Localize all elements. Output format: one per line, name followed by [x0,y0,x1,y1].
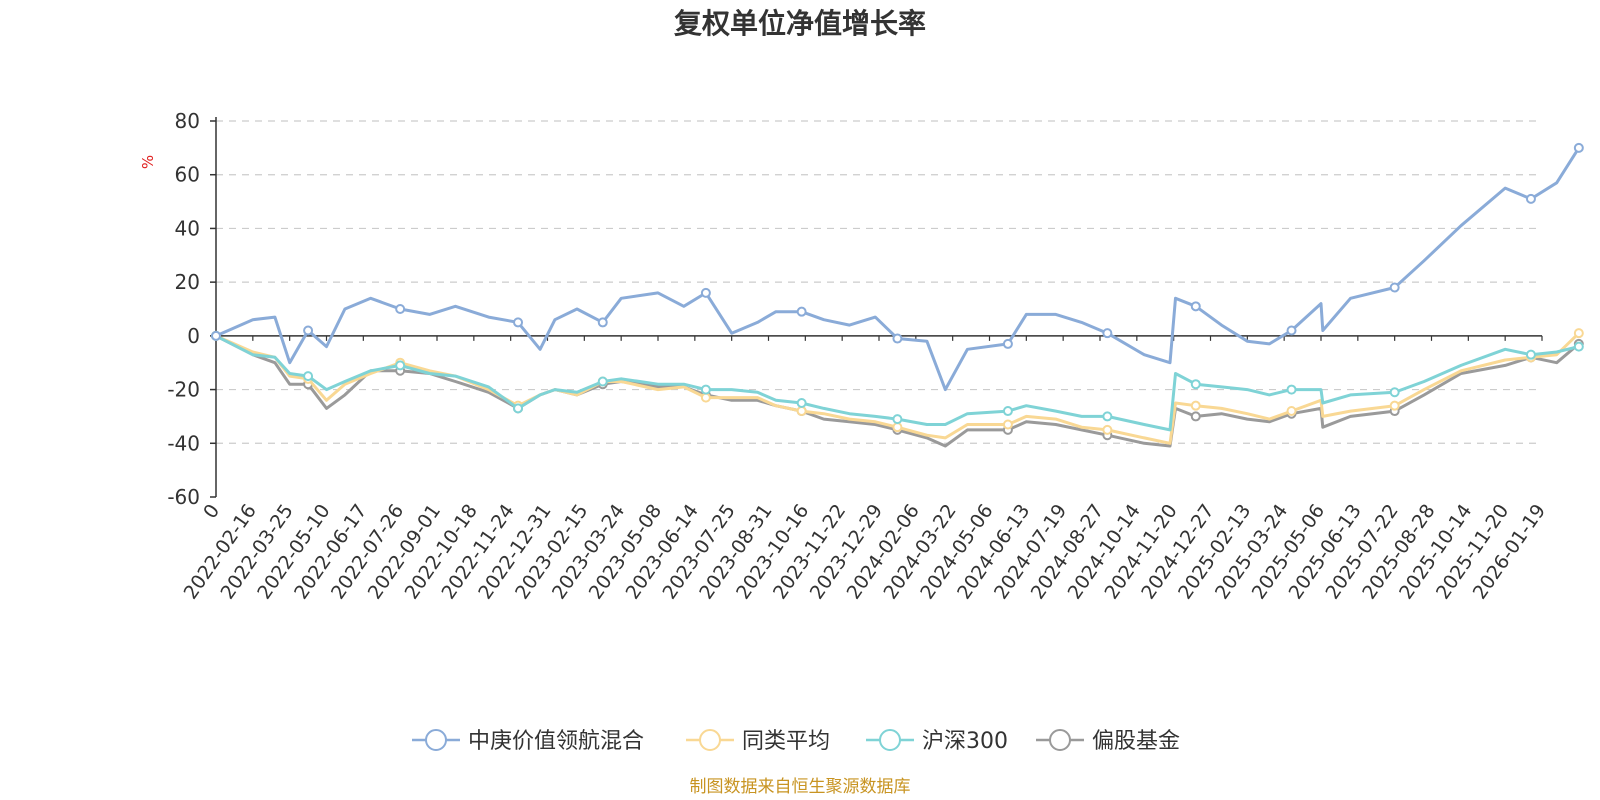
legend-marker-icon [699,729,721,751]
legend[interactable]: 中庚价值领航混合 同类平均 沪深300 偏股基金 [412,729,1180,754]
chart-title: 复权单位净值增长率 [674,7,926,40]
data-point [395,304,406,314]
data-point [1286,325,1297,336]
series-2 [211,330,1584,432]
series-line [215,334,1580,432]
gridlines [216,120,1542,444]
y-tick-label: 40 [175,216,200,240]
data-point [1286,384,1297,395]
legend-marker-icon [425,729,447,751]
data-point [1190,400,1201,411]
data-point [597,317,608,328]
legend-item-0[interactable]: 中庚价值领航混合 [412,729,644,754]
data-point [1573,328,1584,339]
data-source-note: 制图数据来自恒生聚源数据库 [690,777,911,797]
data-point [1190,379,1201,390]
series-line [215,147,1581,392]
data-point [1573,142,1584,153]
data-point [796,306,807,317]
data-point [1525,193,1536,204]
data-point [1190,411,1201,422]
data-point [1002,406,1013,417]
data-point [892,333,903,344]
data-point [1389,387,1400,398]
data-point [700,392,711,403]
y-tick-label: -20 [167,378,200,402]
data-point [1102,411,1113,422]
y-axis-unit: % [139,155,157,169]
y-tick-label: -60 [167,485,200,509]
data-point [513,317,524,328]
data-point [796,406,807,417]
data-point [597,376,608,387]
y-tick-label: -40 [167,431,200,455]
data-point [892,422,903,433]
legend-item-2[interactable]: 沪深300 [866,729,1008,754]
data-point [700,384,711,395]
data-point [1002,338,1013,349]
legend-marker-icon [1049,729,1071,751]
data-point [1286,406,1297,417]
series-0 [211,142,1584,392]
y-axis-ticks: -60 -40 -20 0 20 40 60 80 [167,109,216,509]
y-tick-label: 60 [175,163,200,187]
y-tick-label: 20 [175,270,200,294]
legend-marker-icon [879,729,901,751]
legend-item-3[interactable]: 偏股基金 [1036,729,1180,754]
data-point [303,325,314,336]
data-point [1525,349,1536,360]
x-tick-label: 0 [199,500,224,523]
series-layer [211,142,1584,448]
legend-label: 中庚价值领航混合 [468,729,644,754]
data-point [303,371,314,382]
data-point [513,403,524,414]
data-point [1573,341,1584,352]
legend-label: 沪深300 [922,729,1008,754]
x-axis-ticks: 02022-02-162022-03-252022-05-102022-06-1… [180,335,1550,603]
y-tick-label: 0 [187,324,200,348]
data-point [1389,400,1400,411]
data-point [211,330,221,341]
legend-label: 同类平均 [742,729,830,754]
legend-item-1[interactable]: 同类平均 [686,729,830,754]
data-point [1002,419,1013,430]
y-tick-label: 80 [175,109,200,133]
data-point [892,414,903,425]
data-point [700,287,711,298]
data-point [1190,301,1201,312]
legend-label: 偏股基金 [1092,729,1180,754]
data-point [1102,424,1113,435]
data-point [1389,282,1400,293]
data-point [796,398,807,408]
data-point [395,360,406,371]
data-point [1102,328,1113,339]
series-1 [211,328,1584,445]
